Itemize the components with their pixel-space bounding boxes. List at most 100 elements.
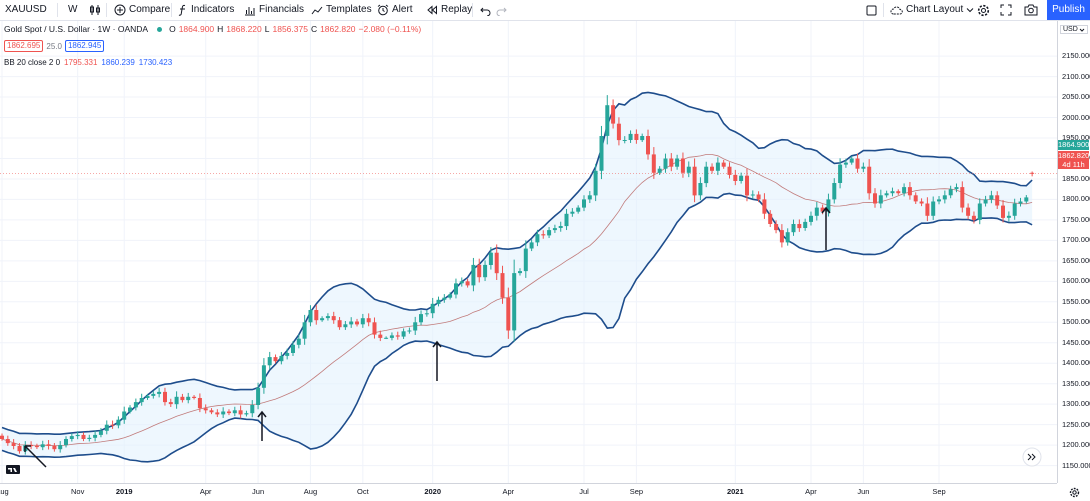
candle-body xyxy=(442,297,447,300)
candle-body xyxy=(675,158,680,167)
settings-button[interactable] xyxy=(977,0,990,20)
candle-body xyxy=(325,316,330,319)
candle-body xyxy=(727,166,732,175)
interval-button[interactable]: W xyxy=(68,0,77,20)
sell-price-button[interactable]: 1862.695 xyxy=(4,40,44,52)
indicators-button[interactable]: Indicators xyxy=(178,0,234,20)
candle-body xyxy=(628,133,633,140)
chevron-down-icon xyxy=(966,8,974,13)
redo-button[interactable] xyxy=(496,0,507,20)
gear-icon[interactable] xyxy=(1069,487,1080,498)
candle-body xyxy=(995,195,1000,206)
fullscreen-button[interactable] xyxy=(1000,0,1012,20)
interval-label: W xyxy=(68,4,78,15)
candle-body xyxy=(704,166,709,184)
price-tick-label: 1450.000 xyxy=(1062,337,1090,347)
candle-body xyxy=(750,194,755,196)
financials-label: Financials xyxy=(259,4,305,15)
candle-body xyxy=(523,248,528,272)
candle-body xyxy=(186,396,191,401)
camera-icon xyxy=(1024,4,1038,16)
financials-button[interactable]: Financials xyxy=(244,0,304,20)
candle-body xyxy=(1001,205,1005,218)
candle-body xyxy=(139,398,144,403)
toolbar-divider xyxy=(171,3,172,17)
price-tick-label: 1300.000 xyxy=(1062,399,1090,409)
bb-legend[interactable]: BB 20 close 2 0 1795.331 1860.239 1730.4… xyxy=(4,58,172,67)
candle-body xyxy=(465,281,470,286)
undo-icon xyxy=(480,7,491,16)
symbol-search[interactable]: XAUUSD xyxy=(5,0,47,20)
bb-basis-value: 1860.239 xyxy=(101,58,135,67)
candle-body xyxy=(983,199,988,204)
candle-body xyxy=(657,168,662,173)
candle-body xyxy=(238,410,243,415)
templates-icon xyxy=(311,6,323,15)
candlestick-series xyxy=(0,95,1035,455)
candle-body xyxy=(896,191,901,194)
candle-body xyxy=(314,310,319,321)
price-chart[interactable] xyxy=(0,0,1057,483)
candle-body xyxy=(302,322,307,339)
candle-body xyxy=(11,443,16,446)
symbol-title[interactable]: Gold Spot / U.S. Dollar · 1W · OANDA xyxy=(4,24,149,34)
candle-body xyxy=(494,252,499,274)
candle-body xyxy=(931,201,936,216)
price-axis[interactable]: USD xyxy=(1057,21,1090,483)
publish-button[interactable]: Publish xyxy=(1047,0,1090,20)
candle-body xyxy=(163,391,167,403)
time-tick-label: Aug xyxy=(0,487,9,496)
square-icon xyxy=(866,5,877,15)
candle-body xyxy=(46,444,51,446)
candle-body xyxy=(93,434,98,438)
candle-body xyxy=(651,154,656,173)
candle-body xyxy=(285,353,290,356)
bar-countdown: 4d 11h xyxy=(1062,160,1085,169)
candle-body xyxy=(506,297,511,331)
replay-button[interactable]: Replay xyxy=(426,0,472,20)
arrow-annotation-4 xyxy=(821,206,831,250)
compare-button[interactable]: Compare xyxy=(114,0,170,20)
time-tick-label: 2021 xyxy=(726,487,744,496)
candle-body xyxy=(611,105,616,124)
candle-body xyxy=(785,232,790,243)
time-tick-label: Jul xyxy=(579,487,589,496)
buy-price-button[interactable]: 1862.945 xyxy=(64,40,105,52)
candle-body xyxy=(1030,172,1035,174)
alert-button[interactable]: Alert xyxy=(377,0,413,20)
time-axis[interactable] xyxy=(0,483,1080,501)
price-tick-label: 1650.000 xyxy=(1062,255,1090,265)
candle-body xyxy=(29,445,34,447)
scroll-to-realtime-button[interactable] xyxy=(1022,447,1042,467)
toolbar-divider xyxy=(106,3,107,17)
gear-icon xyxy=(977,4,990,16)
candle-body xyxy=(907,187,912,196)
candle-body xyxy=(320,318,325,321)
function-icon xyxy=(178,4,186,16)
alarm-clock-icon xyxy=(377,4,389,16)
candle-body xyxy=(203,408,208,411)
price-tick-label: 1750.000 xyxy=(1062,214,1090,224)
candle-body xyxy=(98,430,103,435)
candle-body xyxy=(756,194,761,200)
snapshot-button[interactable] xyxy=(1024,0,1038,20)
price-tick-label: 1700.000 xyxy=(1062,235,1090,245)
time-tick-label: Oct xyxy=(356,487,369,496)
close-price-value: 1862.820 xyxy=(1058,151,1090,160)
candle-body xyxy=(104,424,109,431)
candle-body xyxy=(331,316,336,321)
undo-button[interactable] xyxy=(480,0,491,20)
ohlc-high: 1868.220 xyxy=(226,24,262,34)
top-toolbar: XAUUSD W Compare Indicators Financials T… xyxy=(0,0,1090,21)
candle-body xyxy=(0,435,4,439)
bar-style-button[interactable] xyxy=(89,0,101,20)
candle-body xyxy=(547,230,552,236)
redo-icon xyxy=(496,7,507,16)
layout-toggle-button[interactable] xyxy=(866,0,877,20)
candle-body xyxy=(483,264,488,278)
currency-selector[interactable]: USD xyxy=(1060,25,1088,34)
chart-layout-button[interactable]: Chart Layout xyxy=(890,0,974,20)
templates-button[interactable]: Templates xyxy=(311,0,372,20)
price-tick-label: 1350.000 xyxy=(1062,378,1090,388)
candle-body xyxy=(529,242,534,249)
